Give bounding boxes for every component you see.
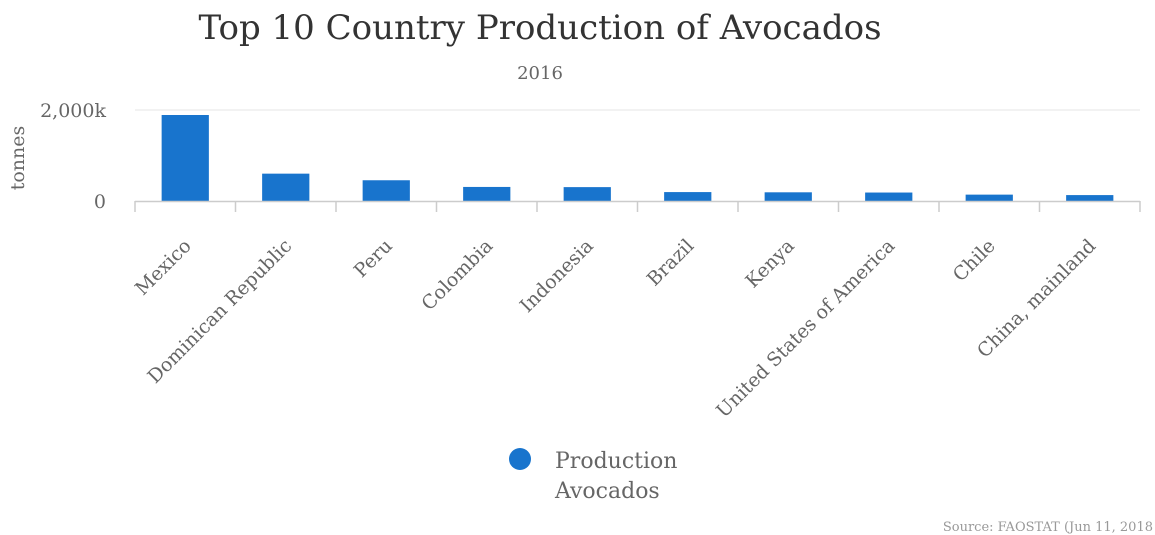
bar[interactable] <box>664 192 711 201</box>
chart-title: Top 10 Country Production of Avocados <box>198 8 881 48</box>
x-tick-label: Brazil <box>643 235 699 291</box>
x-tick-label: Indonesia <box>516 235 598 317</box>
x-tick-label: Peru <box>350 235 397 282</box>
bar[interactable] <box>1066 195 1113 201</box>
bar[interactable] <box>564 187 611 201</box>
bar[interactable] <box>966 195 1013 201</box>
bars <box>162 115 1114 201</box>
x-tick-label: Kenya <box>741 235 798 292</box>
bar[interactable] <box>162 115 209 201</box>
x-tick-label: United States of America <box>712 235 899 422</box>
bar[interactable] <box>363 180 410 201</box>
legend-label-line-2: Avocados <box>554 479 660 504</box>
legend[interactable]: Production Avocados <box>509 448 677 504</box>
bar[interactable] <box>865 193 912 201</box>
legend-label-line-1: Production <box>555 449 677 474</box>
bar[interactable] <box>765 192 812 201</box>
bar[interactable] <box>262 174 309 201</box>
chart-subtitle: 2016 <box>517 63 563 84</box>
y-tick-label: 0 <box>94 191 106 213</box>
legend-marker-icon <box>509 448 531 470</box>
y-axis-ticks: 0 2,000k <box>40 100 106 213</box>
x-tick-label: Chile <box>949 235 1000 286</box>
x-tick-label: Colombia <box>417 235 497 315</box>
y-tick-label: 2,000k <box>40 100 106 122</box>
x-axis <box>135 201 1140 212</box>
x-tick-label: Mexico <box>131 235 196 300</box>
source-credit[interactable]: Source: FAOSTAT (Jun 11, 2018 <box>943 520 1153 535</box>
y-axis-label: tonnes <box>7 126 29 191</box>
bar[interactable] <box>463 187 510 201</box>
